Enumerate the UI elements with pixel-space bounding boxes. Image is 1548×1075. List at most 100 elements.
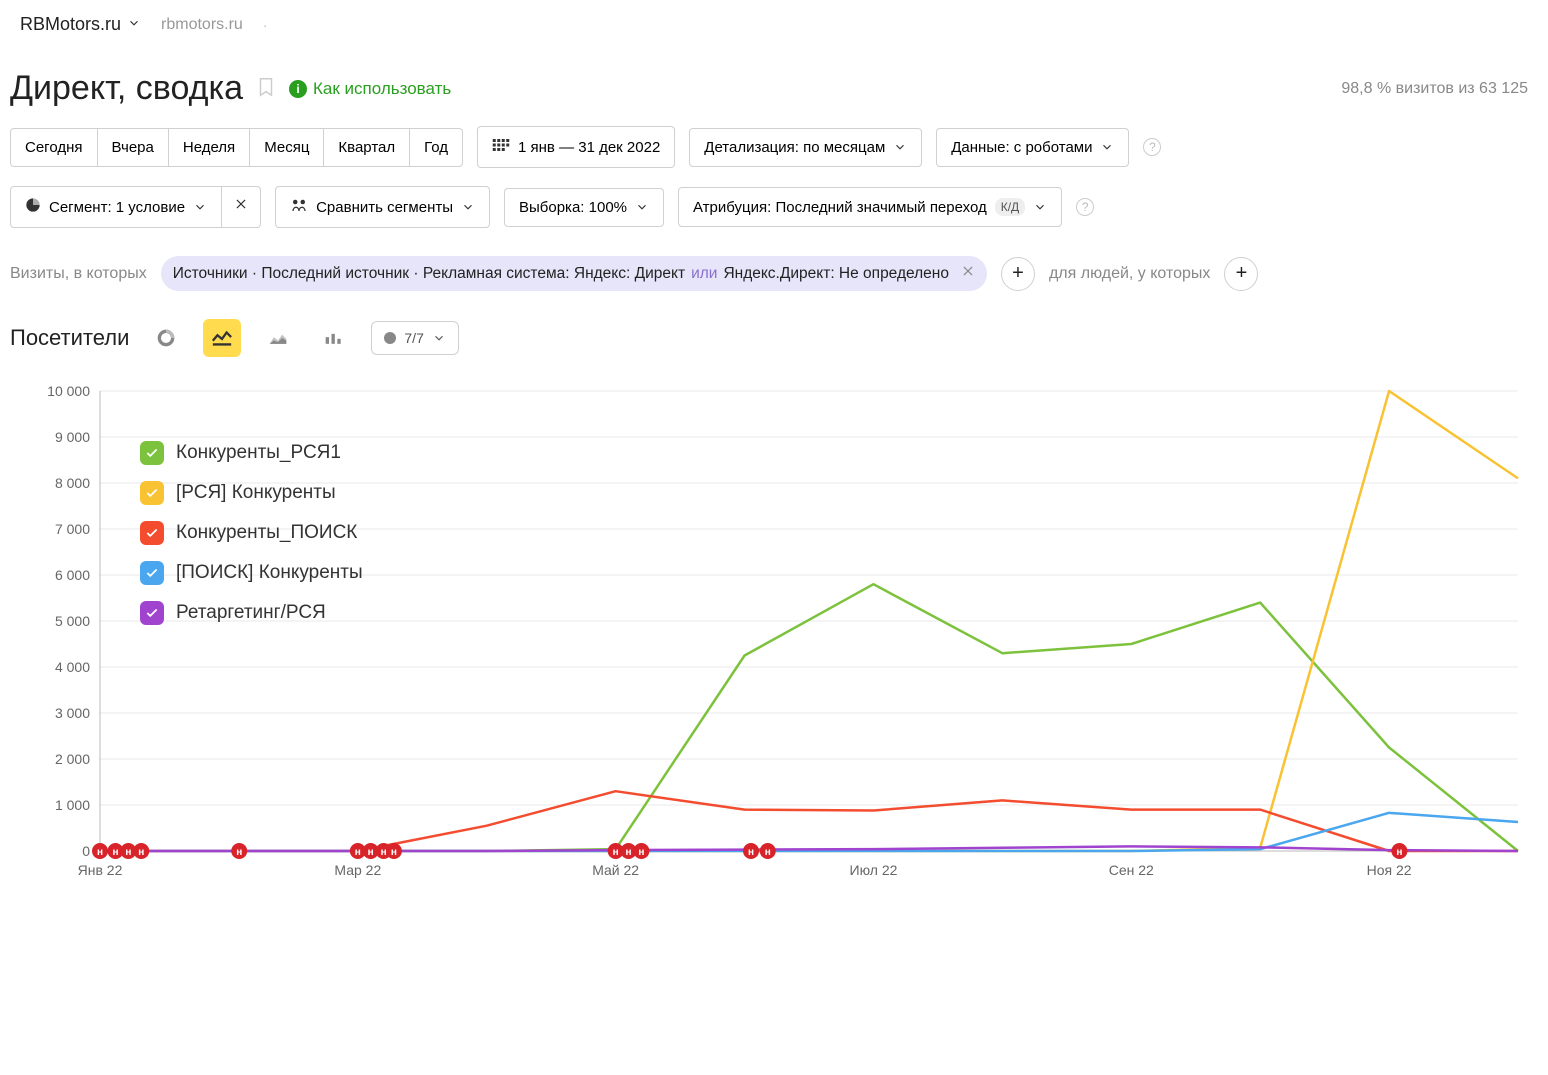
pie-icon — [25, 197, 41, 217]
svg-text:8 000: 8 000 — [55, 475, 90, 491]
legend-item[interactable]: Ретаргетинг/РСЯ — [140, 593, 363, 633]
detail-label: Детализация: по месяцам — [704, 139, 885, 156]
legend-item[interactable]: Конкуренты_ПОИСК — [140, 513, 363, 553]
period-week[interactable]: Неделя — [169, 128, 250, 167]
svg-text:н: н — [613, 847, 619, 858]
chart-section-title: Посетители — [10, 325, 129, 351]
svg-text:9 000: 9 000 — [55, 429, 90, 445]
chart-type-bars[interactable] — [315, 319, 353, 357]
series-dot-icon — [384, 332, 396, 344]
period-quarter[interactable]: Квартал — [324, 128, 410, 167]
data-mode-button[interactable]: Данные: с роботами — [936, 128, 1129, 167]
compare-icon — [290, 197, 308, 217]
svg-text:н: н — [391, 847, 397, 858]
svg-text:н: н — [125, 847, 131, 858]
svg-text:5 000: 5 000 — [55, 613, 90, 629]
svg-text:1 000: 1 000 — [55, 797, 90, 813]
filter-label-visits: Визиты, в которых — [10, 265, 147, 283]
site-selector[interactable]: RBMotors.ru — [20, 14, 141, 35]
svg-text:н: н — [381, 847, 387, 858]
legend-item[interactable]: [ПОИСК] Конкуренты — [140, 553, 363, 593]
info-icon: i — [289, 80, 307, 98]
chevron-down-icon — [193, 200, 207, 214]
data-mode-label: Данные: с роботами — [951, 139, 1092, 156]
legend-label: Ретаргетинг/РСЯ — [176, 602, 326, 624]
period-year[interactable]: Год — [410, 128, 463, 167]
svg-text:н: н — [368, 847, 374, 858]
attribution-badge: К/Д — [995, 198, 1025, 216]
svg-text:3 000: 3 000 — [55, 705, 90, 721]
svg-text:н: н — [1396, 847, 1402, 858]
legend-label: [ПОИСК] Конкуренты — [176, 562, 363, 584]
svg-text:Мар 22: Мар 22 — [334, 862, 381, 878]
filter-chip-or: или — [691, 265, 717, 283]
period-group: Сегодня Вчера Неделя Месяц Квартал Год — [10, 128, 463, 167]
bookmark-icon[interactable] — [255, 76, 277, 101]
svg-text:н: н — [765, 847, 771, 858]
svg-text:н: н — [112, 847, 118, 858]
chart-type-donut[interactable] — [147, 319, 185, 357]
svg-text:6 000: 6 000 — [55, 567, 90, 583]
legend-checkbox — [140, 441, 164, 465]
legend-checkbox — [140, 561, 164, 585]
site-name: RBMotors.ru — [20, 14, 121, 35]
series-selector[interactable]: 7/7 — [371, 321, 458, 355]
add-filter-button[interactable]: + — [1001, 257, 1035, 291]
legend-label: Конкуренты_РСЯ1 — [176, 442, 341, 464]
legend-label: Конкуренты_ПОИСК — [176, 522, 357, 544]
chart-type-area[interactable] — [259, 319, 297, 357]
svg-text:н: н — [138, 847, 144, 858]
sample-label: Выборка: 100% — [519, 199, 627, 216]
breadcrumb-separator: · — [263, 17, 268, 33]
compare-segments-button[interactable]: Сравнить сегменты — [275, 186, 490, 228]
svg-text:н: н — [236, 847, 242, 858]
svg-text:Сен 22: Сен 22 — [1109, 862, 1154, 878]
svg-text:0: 0 — [82, 843, 90, 859]
help-icon[interactable]: ? — [1143, 138, 1161, 156]
legend-checkbox — [140, 481, 164, 505]
legend-item[interactable]: [РСЯ] Конкуренты — [140, 473, 363, 513]
how-to-use-link[interactable]: i Как использовать — [289, 79, 451, 99]
segment-clear-button[interactable] — [222, 186, 261, 228]
svg-text:н: н — [355, 847, 361, 858]
chart-type-lines[interactable] — [203, 319, 241, 357]
detail-button[interactable]: Детализация: по месяцам — [689, 128, 922, 167]
visits-summary: 98,8 % визитов из 63 125 — [1341, 80, 1528, 98]
period-month[interactable]: Месяц — [250, 128, 324, 167]
legend-checkbox — [140, 521, 164, 545]
filter-chip-remove[interactable] — [961, 264, 975, 283]
svg-text:н: н — [97, 847, 103, 858]
svg-text:Июл 22: Июл 22 — [850, 862, 898, 878]
svg-text:2 000: 2 000 — [55, 751, 90, 767]
chevron-down-icon — [1100, 140, 1114, 154]
svg-text:10 000: 10 000 — [47, 383, 90, 399]
svg-text:Май 22: Май 22 — [592, 862, 639, 878]
filter-label-people: для людей, у которых — [1049, 265, 1210, 283]
svg-text:7 000: 7 000 — [55, 521, 90, 537]
period-yesterday[interactable]: Вчера — [98, 128, 169, 167]
chevron-down-icon — [893, 140, 907, 154]
how-to-use-label: Как использовать — [313, 79, 451, 99]
attribution-button[interactable]: Атрибуция: Последний значимый переход К/… — [678, 187, 1062, 227]
legend-label: [РСЯ] Конкуренты — [176, 482, 336, 504]
segment-label: Сегмент: 1 условие — [49, 199, 185, 216]
segment-button[interactable]: Сегмент: 1 условие — [10, 186, 222, 228]
legend-item[interactable]: Конкуренты_РСЯ1 — [140, 433, 363, 473]
chevron-down-icon — [127, 14, 141, 35]
sample-button[interactable]: Выборка: 100% — [504, 188, 664, 227]
add-people-filter-button[interactable]: + — [1224, 257, 1258, 291]
help-icon[interactable]: ? — [1076, 198, 1094, 216]
period-today[interactable]: Сегодня — [10, 128, 98, 167]
filter-chip[interactable]: Источники · Последний источник · Рекламн… — [161, 256, 987, 291]
chevron-down-icon — [432, 331, 446, 345]
svg-text:4 000: 4 000 — [55, 659, 90, 675]
svg-text:н: н — [748, 847, 754, 858]
svg-text:н: н — [638, 847, 644, 858]
svg-text:Ноя 22: Ноя 22 — [1367, 862, 1412, 878]
legend-checkbox — [140, 601, 164, 625]
attribution-label: Атрибуция: Последний значимый переход — [693, 199, 987, 216]
date-range-button[interactable]: 1 янв — 31 дек 2022 — [477, 126, 675, 168]
filter-chip-text-a: Источники · Последний источник · Рекламн… — [173, 265, 685, 283]
date-range-label: 1 янв — 31 дек 2022 — [518, 139, 660, 156]
compare-label: Сравнить сегменты — [316, 199, 453, 216]
